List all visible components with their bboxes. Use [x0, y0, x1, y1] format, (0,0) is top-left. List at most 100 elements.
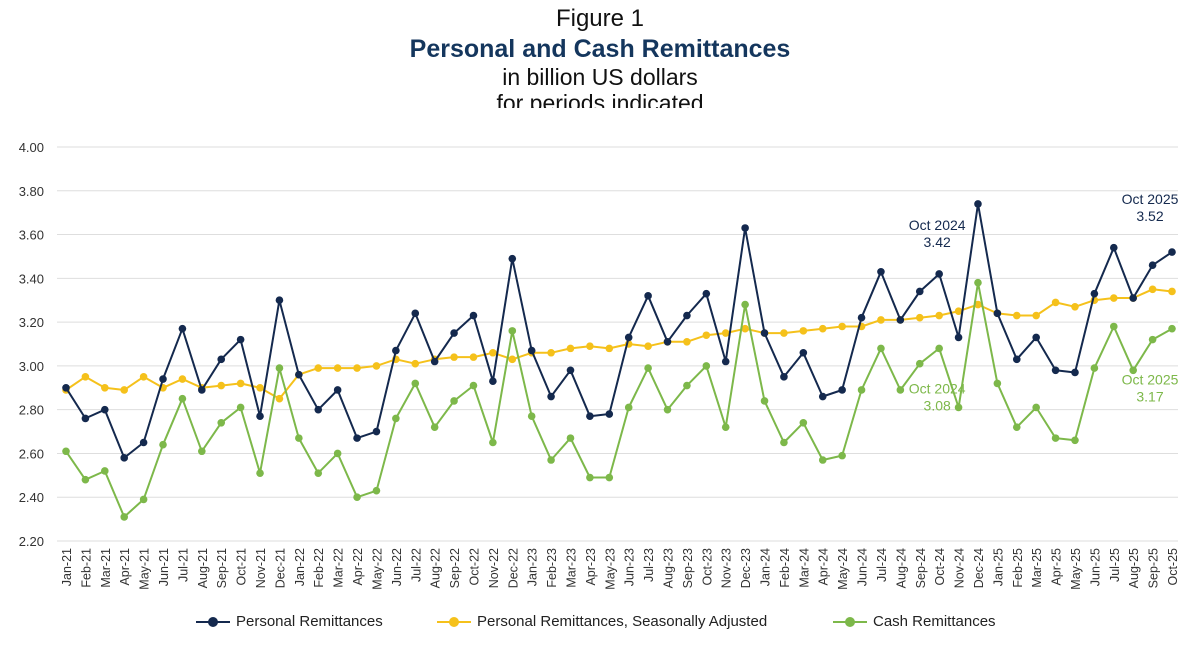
- x-tick-label: Jan-21: [60, 548, 74, 586]
- data-point-seasonal: [741, 324, 749, 333]
- data-point-cash: [624, 403, 633, 412]
- y-tick-label: 2.20: [19, 534, 44, 549]
- data-point-personal: [217, 355, 226, 364]
- data-point-seasonal: [683, 338, 691, 346]
- data-point-cash: [1071, 436, 1079, 445]
- data-point-seasonal: [915, 313, 924, 322]
- data-point-personal: [159, 375, 167, 383]
- x-tick-label: Sep-22: [448, 548, 462, 588]
- data-point-seasonal: [508, 355, 517, 364]
- data-point-cash: [139, 495, 148, 504]
- data-point-personal: [818, 392, 827, 401]
- x-tick-label: Mar-24: [797, 548, 811, 588]
- data-point-seasonal: [314, 364, 323, 372]
- data-point-seasonal: [1148, 285, 1157, 294]
- data-point-seasonal: [780, 329, 788, 337]
- data-point-seasonal: [818, 324, 827, 333]
- data-point-personal: [411, 309, 420, 318]
- data-point-cash: [159, 440, 167, 449]
- x-tick-label: Jan-22: [293, 548, 307, 586]
- x-tick-label: Sep-21: [215, 548, 229, 588]
- data-point-seasonal: [877, 316, 885, 324]
- x-tick-label: Feb-25: [1011, 548, 1025, 588]
- x-tick-label: Mar-23: [564, 548, 578, 588]
- x-tick-label: Nov-21: [254, 548, 268, 588]
- data-point-seasonal: [644, 342, 652, 350]
- data-point-seasonal: [721, 329, 730, 337]
- data-point-cash: [605, 473, 614, 482]
- data-point-cash: [256, 469, 264, 477]
- data-point-personal: [1090, 289, 1099, 298]
- x-tick-label: Oct-23: [700, 548, 714, 586]
- data-point-cash: [120, 513, 129, 521]
- series-line-personal: [65, 202, 1173, 459]
- data-point-personal: [586, 412, 594, 421]
- legend-label-personal: Personal Remittances: [236, 613, 383, 630]
- data-point-seasonal: [799, 327, 808, 335]
- x-tick-label: Oct-24: [933, 548, 947, 586]
- data-point-cash: [974, 278, 982, 287]
- x-tick-label: Nov-24: [953, 548, 967, 588]
- legend-swatch-cash: [833, 616, 867, 627]
- annotation-value: 3.52: [1136, 208, 1163, 224]
- x-tick-label: Nov-22: [487, 548, 501, 588]
- data-point-seasonal: [1071, 302, 1079, 311]
- x-tick-label: Jul-24: [875, 548, 889, 582]
- data-point-personal: [799, 348, 808, 357]
- annotation-value: 3.42: [924, 234, 951, 250]
- data-point-cash: [430, 423, 439, 431]
- data-point-cash: [741, 300, 749, 309]
- annotation-label: Oct 2024: [909, 217, 966, 233]
- data-point-personal: [702, 289, 711, 298]
- data-point-cash: [527, 412, 536, 421]
- data-point-seasonal: [139, 373, 148, 381]
- data-point-cash: [236, 403, 245, 412]
- y-tick-label: 3.60: [19, 228, 44, 243]
- data-point-seasonal: [353, 364, 361, 372]
- data-point-cash: [954, 403, 963, 412]
- data-point-seasonal: [256, 383, 264, 392]
- x-tick-label: Jul-21: [176, 548, 190, 582]
- data-point-cash: [818, 456, 827, 464]
- x-tick-label: Apr-23: [584, 548, 598, 586]
- data-point-personal: [857, 313, 866, 322]
- data-point-cash: [1148, 335, 1157, 344]
- x-tick-label: Feb-21: [79, 548, 93, 588]
- x-tick-label: Mar-22: [332, 548, 346, 588]
- x-tick-label: Apr-25: [1050, 548, 1064, 586]
- data-point-seasonal: [1032, 311, 1040, 320]
- annotation-label: Oct 2025: [1122, 191, 1179, 207]
- data-point-cash: [993, 379, 1002, 388]
- data-point-seasonal: [275, 394, 284, 403]
- legend-label-seasonal: Personal Remittances, Seasonally Adjuste…: [477, 613, 768, 630]
- data-point-personal: [915, 287, 924, 296]
- x-tick-label: Nov-23: [720, 548, 734, 588]
- data-point-personal: [935, 270, 943, 278]
- data-point-personal: [1051, 366, 1060, 375]
- data-point-seasonal: [372, 362, 381, 370]
- data-point-cash: [275, 364, 284, 372]
- data-point-seasonal: [333, 364, 342, 372]
- data-point-seasonal: [566, 344, 575, 353]
- x-tick-label: May-24: [836, 548, 850, 590]
- y-tick-label: 3.20: [19, 315, 44, 330]
- data-point-seasonal: [178, 375, 187, 383]
- data-point-cash: [896, 386, 905, 394]
- data-point-personal: [605, 410, 614, 418]
- data-point-cash: [392, 414, 400, 423]
- data-point-cash: [644, 364, 652, 372]
- data-point-seasonal: [450, 353, 458, 361]
- data-point-cash: [1012, 423, 1021, 431]
- x-tick-label: Aug-21: [196, 548, 210, 588]
- data-point-cash: [295, 434, 303, 442]
- x-tick-label: Mar-21: [99, 548, 113, 588]
- data-point-personal: [1109, 243, 1118, 252]
- data-point-cash: [799, 419, 808, 427]
- data-point-cash: [1109, 322, 1118, 331]
- data-point-seasonal: [586, 342, 594, 350]
- data-point-personal: [178, 324, 187, 333]
- x-tick-label: Apr-24: [817, 548, 831, 586]
- legend-swatch-seasonal: [437, 616, 471, 627]
- legend-swatch-personal: [196, 616, 230, 627]
- data-point-seasonal: [469, 353, 478, 361]
